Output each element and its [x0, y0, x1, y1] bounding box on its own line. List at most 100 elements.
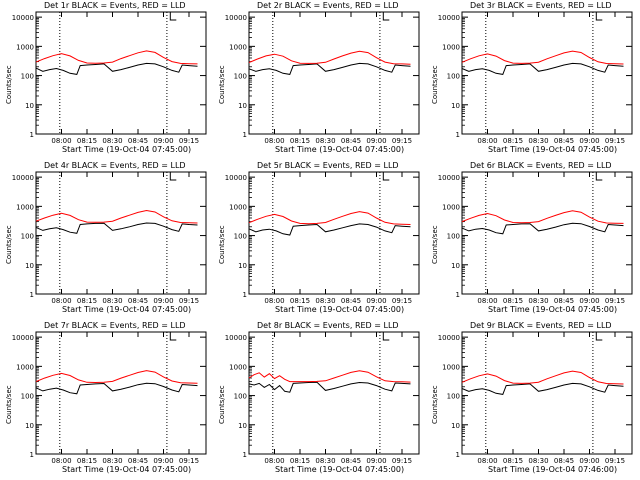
y-tick-label: 10 [238, 262, 247, 270]
x-tick-label: 08:30 [315, 297, 335, 305]
y-tick-label: 1 [30, 131, 34, 139]
x-tick-label: 09:00 [366, 457, 386, 465]
panel-title: Det 2r BLACK = Events, RED = LLD [257, 1, 399, 10]
x-tick-label: 08:30 [528, 297, 548, 305]
plot-area: 1 10 100 1000 10000 08:00 08:15 08:30 08:45 09:00… [12, 171, 207, 305]
x-tick-label: 08:15 [77, 297, 97, 305]
lld-series-line [461, 370, 624, 385]
panel-title: Det 9r BLACK = Events, RED = LLD [470, 321, 612, 330]
y-tick-label: 10000 [438, 334, 460, 342]
x-tick-label: 08:30 [102, 137, 122, 145]
lld-series-line [461, 50, 624, 65]
y-tick-label: 1 [456, 131, 460, 139]
plot-area: 1 10 100 1000 10000 08:00 08:15 08:30 08:45 09:00… [12, 11, 207, 145]
lld-series-line [248, 211, 411, 225]
x-tick-label: 08:45 [128, 457, 148, 465]
y-tick-label: 10 [25, 422, 34, 430]
y-tick-label: 1000 [442, 363, 460, 371]
plot-area: 1 10 100 1000 10000 08:00 08:15 08:30 08:45 09:00… [225, 171, 420, 305]
events-series-line [461, 62, 624, 75]
y-tick-label: 10000 [438, 14, 460, 22]
x-tick-label: 09:00 [579, 297, 599, 305]
x-tick-label: 08:00 [264, 297, 284, 305]
y-tick-label: 1000 [442, 203, 460, 211]
y-tick-label: 100 [21, 233, 34, 241]
bracket-marker [382, 332, 390, 341]
panel-title: Det 7r BLACK = Events, RED = LLD [44, 321, 186, 330]
bracket-marker [382, 12, 390, 21]
y-tick-label: 100 [234, 233, 247, 241]
bracket-marker [169, 172, 177, 181]
x-tick-label: 09:00 [579, 137, 599, 145]
x-tick-label: 08:45 [554, 457, 574, 465]
lld-series-line [461, 210, 624, 224]
y-tick-label: 1000 [229, 203, 247, 211]
x-tick-label: 08:45 [341, 457, 361, 465]
y-tick-label: 1000 [229, 363, 247, 371]
events-series-line [461, 382, 624, 395]
axes-frame [35, 171, 207, 295]
x-tick-label: 08:15 [503, 297, 523, 305]
y-tick-label: 1 [456, 451, 460, 459]
y-tick-label: 10000 [12, 14, 34, 22]
x-axis-label: Start Time (19-Oct-04 07:45:00) [275, 305, 405, 314]
x-tick-label: 08:30 [528, 457, 548, 465]
x-tick-label: 08:15 [503, 137, 523, 145]
events-series-line [461, 222, 624, 235]
x-tick-label: 09:00 [366, 297, 386, 305]
y-tick-label: 10000 [438, 174, 460, 182]
x-tick-label: 08:45 [128, 297, 148, 305]
y-tick-label: 1 [243, 131, 247, 139]
y-tick-label: 10 [238, 102, 247, 110]
panel-title: Det 4r BLACK = Events, RED = LLD [44, 161, 186, 170]
y-tick-label: 10 [451, 262, 460, 270]
x-tick-label: 08:00 [477, 137, 497, 145]
x-tick-label: 08:30 [102, 297, 122, 305]
x-axis-label: Start Time (19-Oct-04 07:45:00) [275, 465, 405, 474]
plot-area: 1 10 100 1000 10000 08:00 08:15 08:30 08:45 09:00… [225, 11, 420, 145]
bracket-marker [595, 332, 603, 341]
x-tick-label: 08:15 [77, 457, 97, 465]
x-axis-label: Start Time (19-Oct-04 07:46:00) [488, 465, 618, 474]
y-tick-label: 100 [21, 393, 34, 401]
axes-frame [461, 331, 633, 455]
x-tick-label: 08:30 [315, 457, 335, 465]
axes-frame [248, 11, 420, 135]
x-axis-label: Start Time (19-Oct-04 07:45:00) [488, 305, 618, 314]
y-tick-label: 100 [447, 393, 460, 401]
x-tick-label: 08:30 [315, 137, 335, 145]
x-tick-label: 09:15 [179, 457, 199, 465]
x-axis-label: Start Time (19-Oct-04 07:45:00) [62, 145, 192, 154]
y-tick-label: 10000 [12, 334, 34, 342]
panel-title: Det 1r BLACK = Events, RED = LLD [44, 1, 186, 10]
events-series-line [35, 382, 198, 395]
axes-frame [248, 331, 420, 455]
x-tick-label: 08:15 [290, 137, 310, 145]
x-tick-label: 08:30 [528, 137, 548, 145]
lld-series-line [248, 50, 411, 65]
x-tick-label: 09:15 [392, 137, 412, 145]
y-tick-label: 1 [30, 451, 34, 459]
bracket-marker [169, 12, 177, 21]
x-tick-label: 09:00 [153, 297, 173, 305]
lld-series-line [35, 370, 198, 384]
y-tick-label: 10 [25, 102, 34, 110]
x-tick-label: 08:45 [554, 297, 574, 305]
x-tick-label: 08:00 [264, 457, 284, 465]
y-tick-label: 1000 [16, 43, 34, 51]
y-tick-label: 1000 [16, 203, 34, 211]
x-tick-label: 09:15 [392, 457, 412, 465]
plot-area: 1 10 100 1000 10000 08:00 08:15 08:30 08:45 09:00… [12, 331, 207, 465]
x-tick-label: 08:45 [554, 137, 574, 145]
y-tick-label: 1 [456, 291, 460, 299]
x-tick-label: 09:15 [392, 297, 412, 305]
y-tick-label: 10 [451, 102, 460, 110]
x-tick-label: 08:00 [477, 457, 497, 465]
x-axis-label: Start Time (19-Oct-04 07:45:00) [62, 305, 192, 314]
x-tick-label: 08:00 [51, 297, 71, 305]
x-tick-label: 08:00 [264, 137, 284, 145]
plot-area: 1 10 100 1000 10000 08:00 08:15 08:30 08:45 09:00… [438, 171, 633, 305]
axes-frame [35, 11, 207, 135]
y-tick-label: 100 [234, 393, 247, 401]
